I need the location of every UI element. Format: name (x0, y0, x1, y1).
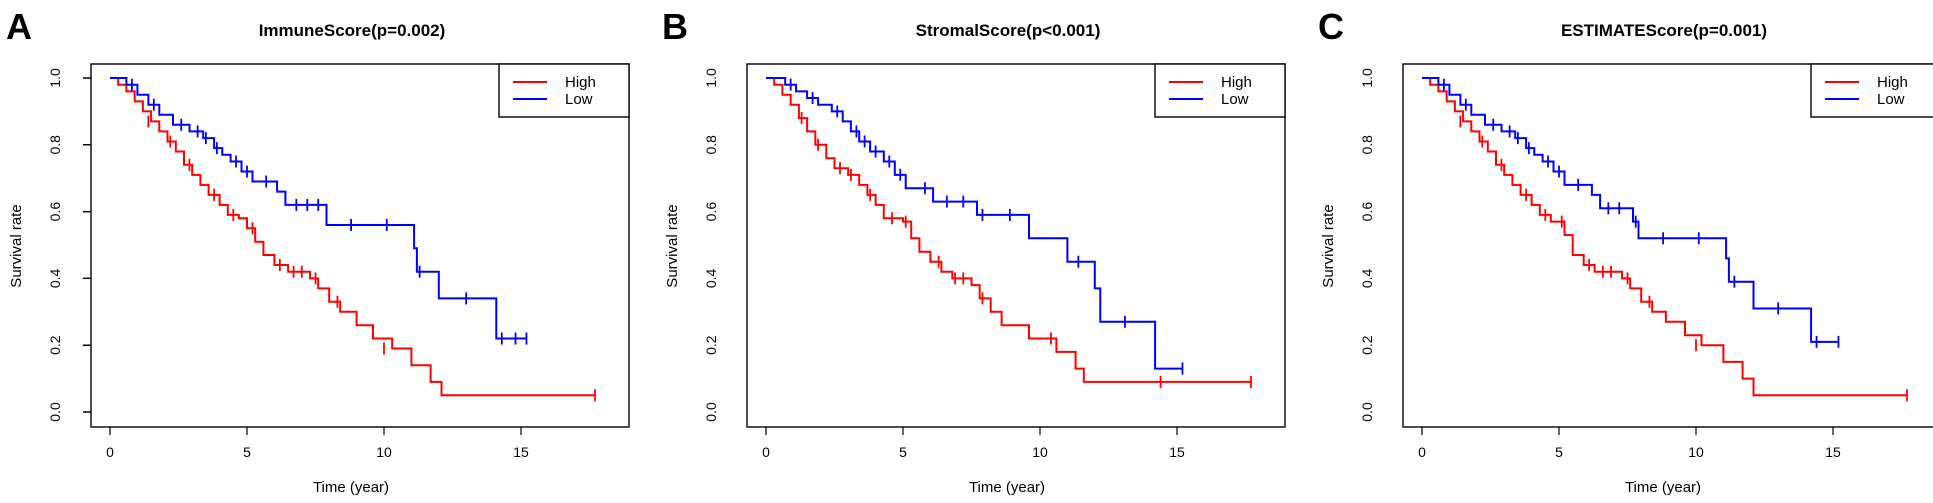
y-tick-label: 0.0 (1359, 402, 1375, 422)
x-tick-label: 5 (1555, 444, 1563, 460)
x-tick-label: 0 (1418, 444, 1426, 460)
y-tick-label: 0.4 (703, 268, 719, 288)
x-tick-label: 10 (1032, 444, 1048, 460)
legend-box (1154, 63, 1286, 118)
y-tick-label: 0.6 (703, 202, 719, 222)
y-axis-label: Survival rate (1320, 204, 1337, 287)
legend-label-low: Low (565, 91, 593, 108)
y-tick-label: 0.4 (47, 268, 63, 288)
y-axis-label: Survival rate (8, 204, 25, 287)
x-tick-label: 15 (1169, 444, 1185, 460)
panel-a: A ImmuneScore(p=0.002) 0 5 10 15 0.0 0.2 0.4 0.6 0… (6, 6, 630, 496)
y-tick-label: 0.8 (47, 135, 63, 155)
y-axis-label: Survival rate (664, 204, 681, 287)
legend-label-high: High (1221, 74, 1252, 91)
chart-title: StromalScore(p<0.001) (916, 21, 1101, 40)
x-tick-label: 0 (106, 444, 114, 460)
panel-b: B StromalScore(p<0.001) 0 5 10 15 0.0 0.2 0.4 0.6… (83, 6, 1286, 496)
y-tick-label: 0.2 (47, 335, 63, 355)
x-axis-label: Time (year) (969, 479, 1045, 496)
x-tick-label: 15 (1825, 444, 1841, 460)
y-tick-label: 0.2 (703, 335, 719, 355)
chart-title: ESTIMATEScore(p=0.001) (1561, 21, 1767, 40)
x-tick-label: 10 (1688, 444, 1704, 460)
y-tick-label: 0.6 (47, 202, 63, 222)
plot-frame (90, 63, 630, 428)
x-tick-label: 15 (513, 444, 529, 460)
panel-letter: A (6, 6, 32, 47)
legend-box (498, 63, 630, 118)
legend-label-high: High (565, 74, 596, 91)
survival-curve-high (1422, 77, 1907, 397)
y-tick-label: 1.0 (47, 68, 63, 88)
chart-title: ImmuneScore(p=0.002) (259, 21, 446, 40)
y-tick-label: 0.8 (1359, 135, 1375, 155)
y-tick-label: 0.8 (703, 135, 719, 155)
panel-letter: C (1318, 6, 1344, 47)
survival-curve-low (1422, 77, 1839, 343)
y-tick-label: 1.0 (1359, 68, 1375, 88)
y-tick-label: 0.0 (47, 402, 63, 422)
plot-frame (746, 63, 1286, 428)
survival-curve-high (110, 77, 595, 397)
survival-curve-low (766, 77, 1183, 370)
x-axis-label: Time (year) (313, 479, 389, 496)
legend-label-low: Low (1221, 91, 1249, 108)
panel-letter: B (662, 6, 688, 47)
y-tick-label: 0.6 (1359, 202, 1375, 222)
panel-c: C ESTIMATEScore(p=0.001) 0 5 10 15 0.0 0.2 0.4 0.… (83, 6, 1933, 496)
y-tick-label: 0.4 (1359, 268, 1375, 288)
legend-box (1810, 63, 1933, 118)
x-axis-label: Time (year) (1625, 479, 1701, 496)
plot-frame (1402, 63, 1933, 428)
x-tick-label: 0 (762, 444, 770, 460)
x-tick-label: 10 (376, 444, 392, 460)
legend-label-high: High (1877, 74, 1908, 91)
y-tick-label: 0.2 (1359, 335, 1375, 355)
x-tick-label: 5 (899, 444, 907, 460)
survival-curve-high (766, 77, 1251, 383)
y-tick-label: 1.0 (703, 68, 719, 88)
y-tick-label: 0.0 (703, 402, 719, 422)
legend-label-low: Low (1877, 91, 1905, 108)
x-tick-label: 5 (243, 444, 251, 460)
